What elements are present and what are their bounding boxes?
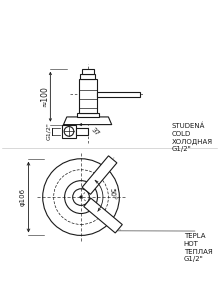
Bar bbox=[62, 124, 76, 138]
Bar bbox=[77, 113, 99, 117]
Bar bbox=[79, 79, 97, 113]
Text: TEPLA
HOT
ТЕПЛАЯ
G1/2": TEPLA HOT ТЕПЛАЯ G1/2" bbox=[184, 233, 212, 262]
Bar bbox=[80, 74, 95, 79]
Bar bbox=[76, 128, 88, 135]
Text: φ106: φ106 bbox=[20, 188, 26, 206]
Bar bbox=[81, 69, 94, 74]
Polygon shape bbox=[84, 198, 122, 233]
Text: 50°: 50° bbox=[108, 188, 115, 201]
Text: G1/2": G1/2" bbox=[46, 122, 51, 140]
Text: ≈100: ≈100 bbox=[40, 86, 49, 107]
Circle shape bbox=[80, 196, 82, 198]
Polygon shape bbox=[82, 156, 117, 194]
Text: 37: 37 bbox=[89, 127, 100, 137]
Bar bbox=[97, 92, 140, 97]
Text: STUDENÁ
COLD
ХОЛОДНАЯ
G1/2": STUDENÁ COLD ХОЛОДНАЯ G1/2" bbox=[171, 123, 212, 152]
Polygon shape bbox=[64, 117, 112, 124]
